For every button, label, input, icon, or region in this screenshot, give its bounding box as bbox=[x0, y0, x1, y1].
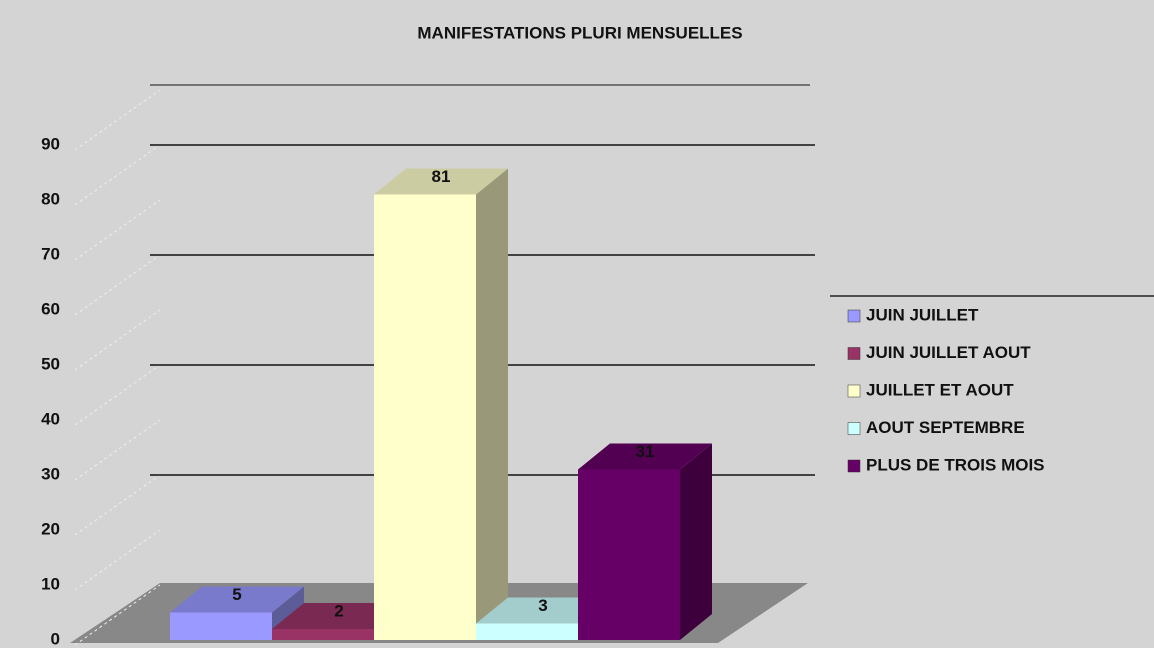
y-tick-label: 20 bbox=[41, 519, 60, 538]
bar-top bbox=[578, 443, 712, 470]
data-label: 3 bbox=[538, 596, 547, 615]
legend-label: PLUS DE TROIS MOIS bbox=[866, 455, 1045, 474]
data-label: 2 bbox=[334, 601, 343, 620]
y-tick-label: 90 bbox=[41, 134, 60, 153]
axis-tick bbox=[74, 309, 161, 371]
axis-tick bbox=[74, 364, 161, 426]
y-tick-label: 70 bbox=[41, 244, 60, 263]
legend-label: JUIN JUILLET bbox=[866, 305, 979, 324]
bar bbox=[170, 612, 272, 640]
bar-top bbox=[272, 603, 406, 629]
data-label: 31 bbox=[636, 442, 655, 461]
data-label: 5 bbox=[232, 585, 241, 604]
data-label: 81 bbox=[432, 167, 451, 186]
y-tick-label: 10 bbox=[41, 574, 60, 593]
axis-tick bbox=[74, 89, 161, 151]
bar-top bbox=[374, 168, 508, 195]
bar bbox=[578, 469, 680, 640]
y-tick-label: 0 bbox=[51, 629, 60, 648]
bar-side bbox=[680, 443, 712, 640]
bar bbox=[374, 194, 476, 640]
axis-tick bbox=[74, 254, 161, 316]
legend-label: JUILLET ET AOUT bbox=[866, 380, 1014, 399]
legend-swatch bbox=[847, 459, 861, 473]
legend-swatch bbox=[847, 422, 861, 435]
legend-label: AOUT SEPTEMBRE bbox=[866, 418, 1025, 437]
bar bbox=[272, 629, 374, 640]
bar-side bbox=[476, 168, 508, 640]
axis-tick bbox=[74, 419, 161, 481]
axis-tick bbox=[74, 529, 161, 591]
axis-tick bbox=[74, 584, 161, 646]
y-tick-label: 30 bbox=[41, 464, 60, 483]
bar-top bbox=[170, 586, 304, 613]
axis-tick bbox=[74, 199, 161, 261]
y-tick-label: 60 bbox=[41, 299, 60, 318]
bar bbox=[476, 623, 578, 640]
legend-swatch bbox=[847, 384, 861, 398]
y-tick-label: 50 bbox=[41, 354, 60, 373]
legend-swatch bbox=[847, 309, 861, 323]
legend-swatch bbox=[847, 347, 861, 360]
axis-tick bbox=[74, 144, 161, 206]
y-tick-label: 80 bbox=[41, 189, 60, 208]
axis-tick bbox=[74, 474, 161, 536]
bar-top bbox=[476, 597, 610, 624]
chart-title: MANIFESTATIONS PLURI MENSUELLES bbox=[417, 23, 742, 42]
legend-label: JUIN JUILLET AOUT bbox=[866, 343, 1031, 362]
y-tick-label: 40 bbox=[41, 409, 60, 428]
